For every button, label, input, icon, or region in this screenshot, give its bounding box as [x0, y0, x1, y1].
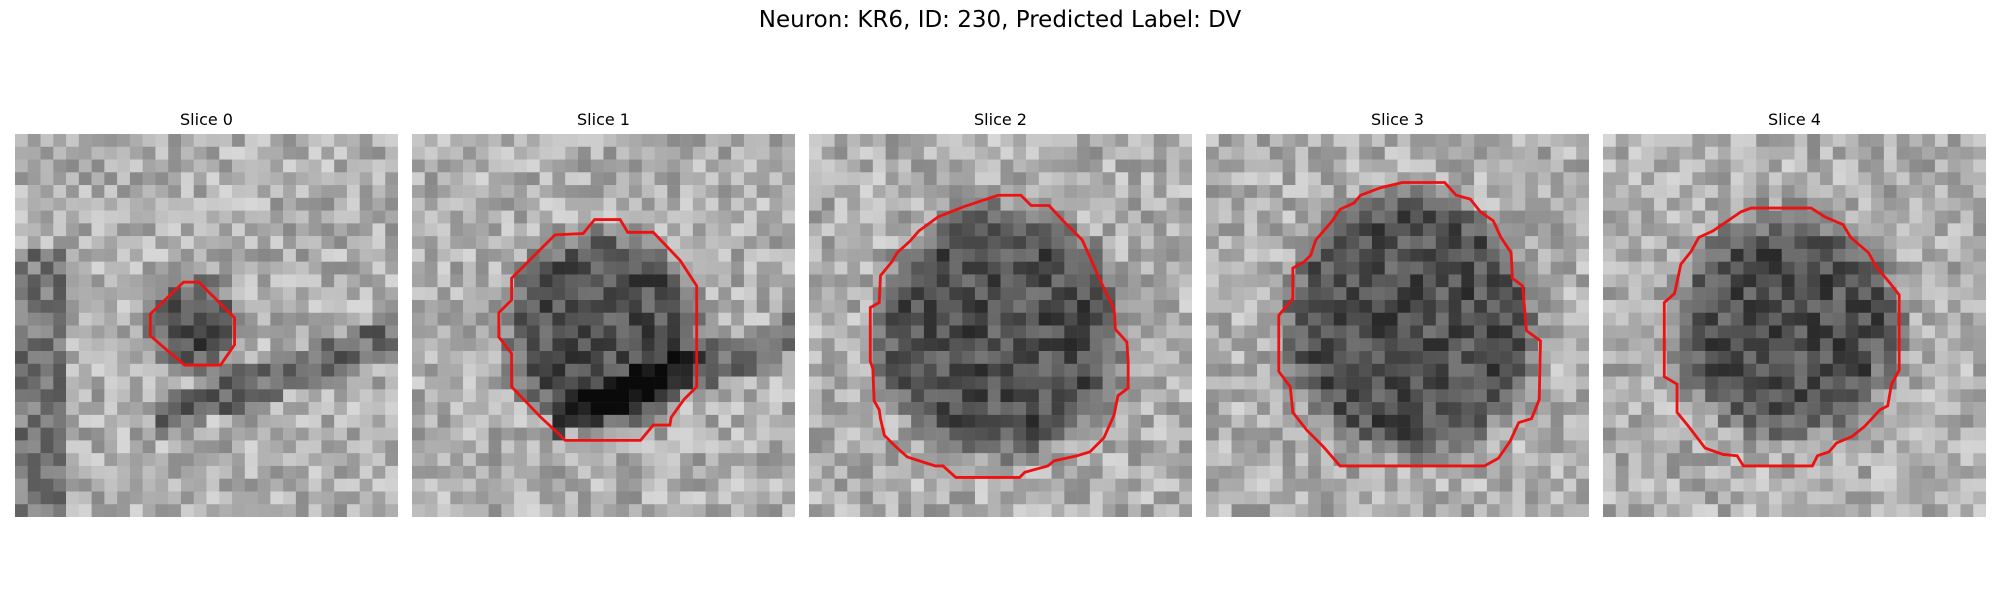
slice-panel-4: Slice 4: [1603, 108, 1986, 517]
slice-title: Slice 0: [180, 110, 233, 129]
slice-panel-1: Slice 1: [412, 108, 795, 517]
slice-title: Slice 3: [1371, 110, 1424, 129]
slice-panel-0: Slice 0: [15, 108, 398, 517]
roi-contour: [1277, 181, 1542, 468]
slice-image: [412, 134, 795, 517]
figure-title: Neuron: KR6, ID: 230, Predicted Label: D…: [758, 7, 1242, 33]
roi-contour: [148, 280, 236, 367]
slice-image: [15, 134, 398, 517]
slice-title: Slice 4: [1768, 110, 1821, 129]
pixel-grid: [412, 134, 795, 517]
pixel-grid: [15, 134, 398, 517]
slice-image: [1206, 134, 1589, 517]
slice-image: [1603, 134, 1986, 517]
roi-contour: [868, 193, 1130, 479]
pixel-grid: [809, 134, 1192, 517]
pixel-grid: [1603, 134, 1986, 517]
slice-image: [809, 134, 1192, 517]
slice-panel-3: Slice 3: [1206, 108, 1589, 517]
pixel-grid: [1206, 134, 1589, 517]
slice-panel-2: Slice 2: [809, 108, 1192, 517]
slice-title: Slice 2: [974, 110, 1027, 129]
roi-contour: [1662, 206, 1901, 468]
roi-contour: [497, 218, 699, 442]
slice-title: Slice 1: [577, 110, 630, 129]
